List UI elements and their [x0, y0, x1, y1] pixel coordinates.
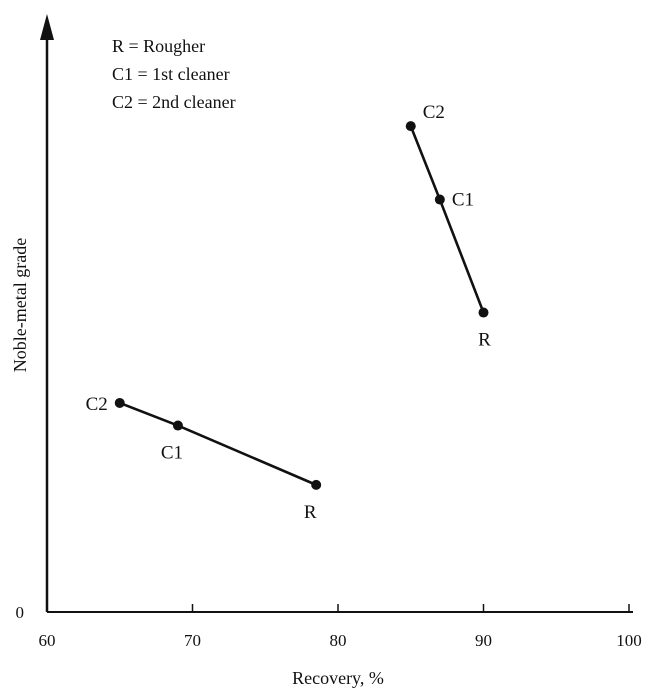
y-axis-label: Noble-metal grade [10, 238, 30, 372]
y-ticks: 0 [16, 603, 25, 622]
x-tick-label: 80 [330, 631, 347, 650]
series-line-1 [119, 401, 317, 487]
x-ticks: 60 70 80 90 100 [39, 604, 642, 650]
legend-entry-2nd-cleaner: C2 = 2nd cleaner [112, 92, 236, 112]
legend-entry-1st-cleaner: C1 = 1st cleaner [112, 64, 230, 84]
data-point-c2 [405, 121, 416, 132]
legend: R = Rougher C1 = 1st cleaner C2 = 2nd cl… [112, 36, 236, 112]
x-tick-label: 100 [616, 631, 642, 650]
data-point-r [478, 307, 489, 318]
data-point-r [311, 479, 322, 490]
x-tick-label: 60 [39, 631, 56, 650]
data-point-c1 [434, 194, 445, 205]
data-point-label: C1 [452, 190, 474, 211]
x-tick-label: 70 [184, 631, 201, 650]
data-point-label: R [304, 502, 317, 523]
series-layer: C2 C1 R C2 C1 R [86, 102, 492, 523]
y-tick-label: 0 [16, 603, 25, 622]
data-point-c1 [172, 420, 183, 431]
data-point-label: C2 [86, 394, 108, 415]
data-point-c2 [114, 397, 125, 408]
legend-entry-rougher: R = Rougher [112, 36, 205, 56]
x-tick-label: 90 [475, 631, 492, 650]
x-axis-label: Recovery, % [292, 668, 384, 688]
series-line-2 [409, 125, 485, 314]
data-point-label: C2 [423, 102, 445, 123]
data-point-label: C1 [161, 443, 183, 464]
y-axis-arrow [40, 14, 54, 40]
data-point-label: R [478, 330, 491, 351]
